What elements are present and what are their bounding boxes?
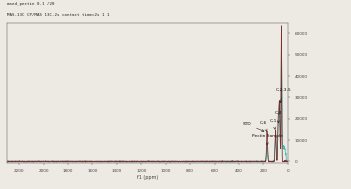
X-axis label: f1 (ppm): f1 (ppm) xyxy=(137,175,158,180)
Text: C-6: C-6 xyxy=(260,121,267,131)
Text: C-1: C-1 xyxy=(270,119,278,129)
Text: msed_pectin 0.1 /20: msed_pectin 0.1 /20 xyxy=(7,2,54,6)
Text: C-2,3,5: C-2,3,5 xyxy=(276,88,291,103)
Text: Pectin Sample: Pectin Sample xyxy=(252,134,283,145)
Text: STD: STD xyxy=(243,122,264,132)
Text: MAS-13C CP/MAS 13C-2s contact time=2s 1 1: MAS-13C CP/MAS 13C-2s contact time=2s 1 … xyxy=(7,13,110,17)
Text: C-4: C-4 xyxy=(275,112,282,123)
